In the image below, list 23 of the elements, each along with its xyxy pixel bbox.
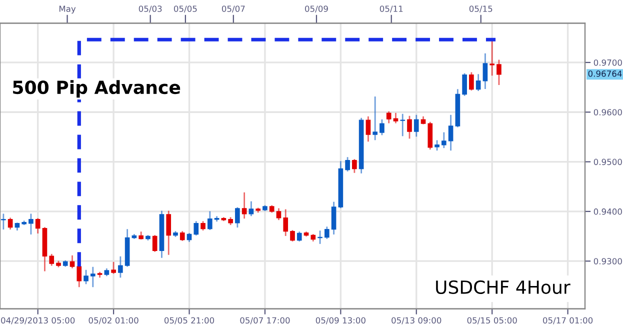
text: 05/11 xyxy=(380,6,403,13)
text: May xyxy=(59,6,76,14)
text: 05/07 xyxy=(222,6,245,13)
x-tick-label: 05/09 13:00 xyxy=(316,317,366,324)
text: 05/09 xyxy=(305,6,328,13)
text: 05/03 xyxy=(138,6,162,13)
y-tick-label: 0.9400 xyxy=(594,208,622,215)
y-tick-label: 0.9500 xyxy=(594,158,622,166)
x-tick-label: 04/29/2013 05:00 xyxy=(1,317,75,324)
y-tick-label: 0.9700 xyxy=(594,59,622,66)
x-tick-label: 05/07 17:00 xyxy=(240,317,290,324)
text: 05/15 xyxy=(469,6,492,13)
text: USDCHF 4Hour xyxy=(436,280,570,294)
y-tick-label: 0.9600 xyxy=(594,109,622,116)
text: 05/05 xyxy=(174,6,197,13)
y-tick-label: 0.9300 xyxy=(594,258,622,264)
text: 0.96764 xyxy=(588,70,622,77)
x-tick-label: 05/17 01:00 xyxy=(543,317,593,324)
x-tick-label: 05/15 05:00 xyxy=(467,317,517,324)
ref-line-label: 500 Pip Advance xyxy=(13,80,180,98)
x-tick-label: 05/13 09:00 xyxy=(392,317,442,324)
x-tick-label: 05/02 01:00 xyxy=(88,317,138,324)
x-tick-label: 05/05 21:00 xyxy=(164,317,214,324)
